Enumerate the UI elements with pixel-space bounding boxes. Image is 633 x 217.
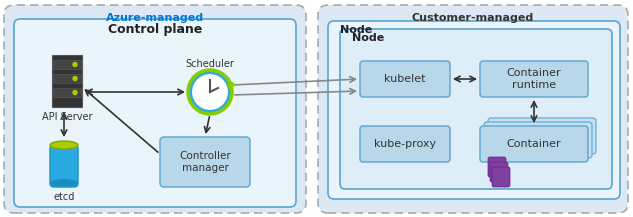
FancyBboxPatch shape <box>160 137 250 187</box>
FancyBboxPatch shape <box>318 5 628 213</box>
FancyBboxPatch shape <box>360 61 450 97</box>
FancyBboxPatch shape <box>488 118 596 154</box>
Text: Node: Node <box>352 33 384 43</box>
Text: Container: Container <box>506 139 561 149</box>
Bar <box>52 55 82 107</box>
FancyBboxPatch shape <box>328 21 620 199</box>
Text: kube-proxy: kube-proxy <box>374 139 436 149</box>
FancyBboxPatch shape <box>4 5 306 213</box>
Circle shape <box>73 77 77 81</box>
Text: API Server: API Server <box>42 112 92 122</box>
Text: kubelet: kubelet <box>384 74 426 84</box>
FancyBboxPatch shape <box>490 162 508 182</box>
FancyBboxPatch shape <box>492 167 510 187</box>
FancyBboxPatch shape <box>14 19 296 207</box>
FancyBboxPatch shape <box>340 29 612 189</box>
Circle shape <box>194 76 226 108</box>
FancyBboxPatch shape <box>360 126 450 162</box>
FancyBboxPatch shape <box>50 145 78 187</box>
FancyBboxPatch shape <box>488 157 506 177</box>
Ellipse shape <box>50 141 78 149</box>
Bar <box>53 74 81 83</box>
Text: Controller
manager: Controller manager <box>179 151 231 173</box>
Text: etcd: etcd <box>53 192 75 202</box>
FancyBboxPatch shape <box>480 61 588 97</box>
Text: Azure-managed: Azure-managed <box>106 13 204 23</box>
FancyBboxPatch shape <box>480 126 588 162</box>
Text: Container
runtime: Container runtime <box>506 68 561 90</box>
Bar <box>53 88 81 97</box>
Text: Node: Node <box>340 25 372 35</box>
Ellipse shape <box>50 179 78 187</box>
Text: Customer-managed: Customer-managed <box>412 13 534 23</box>
FancyBboxPatch shape <box>484 122 592 158</box>
Text: Scheduler: Scheduler <box>185 59 234 69</box>
Circle shape <box>190 72 230 112</box>
Text: Control plane: Control plane <box>108 23 202 36</box>
Circle shape <box>73 90 77 94</box>
Circle shape <box>73 62 77 66</box>
Bar <box>53 60 81 69</box>
